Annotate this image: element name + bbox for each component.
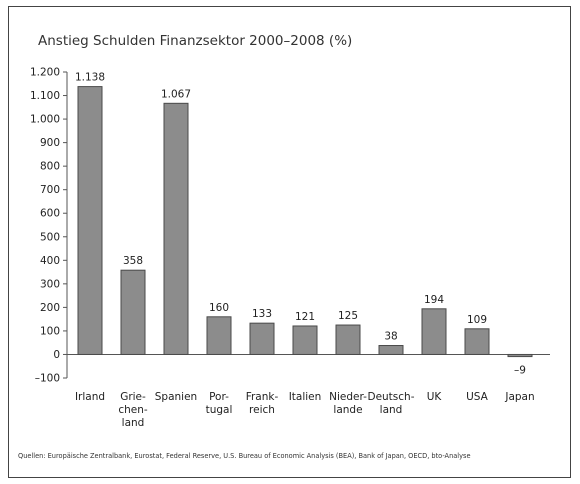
- bar: [77, 86, 103, 355]
- category-label: Italien: [289, 391, 322, 403]
- data-label: 109: [467, 314, 487, 326]
- category-label-line: Grie-: [120, 391, 146, 403]
- data-label: 160: [209, 302, 229, 314]
- y-tick-label: 1.000: [30, 114, 60, 126]
- bar: [507, 353, 533, 358]
- data-label: 125: [338, 310, 358, 322]
- category-label-line: Japan: [504, 391, 534, 403]
- y-tick-label: 800: [40, 161, 60, 173]
- category-label: Japan: [504, 391, 534, 403]
- category-label: Spanien: [155, 391, 197, 403]
- category-label: Deutsch-land: [367, 391, 414, 416]
- data-label: 1.067: [161, 88, 191, 100]
- y-tick-label: 500: [40, 231, 60, 243]
- bar: [206, 316, 232, 355]
- y-tick-label: 700: [40, 184, 60, 196]
- y-tick-label: –100: [35, 373, 60, 385]
- category-label-line: USA: [466, 391, 489, 403]
- data-label: 38: [384, 331, 397, 343]
- data-label: 358: [123, 255, 143, 267]
- category-label: UK: [427, 391, 443, 403]
- y-tick-label: 900: [40, 137, 60, 149]
- y-tick-label: 100: [40, 325, 60, 337]
- bar: [120, 269, 146, 355]
- data-label: 133: [252, 308, 272, 320]
- y-tick-label: 300: [40, 278, 60, 290]
- category-label: USA: [466, 391, 489, 403]
- category-label-line: Italien: [289, 391, 322, 403]
- category-label-line: Deutsch-: [367, 391, 414, 403]
- category-label-line: reich: [249, 404, 275, 416]
- y-tick-label: 1.100: [30, 90, 60, 102]
- category-label-line: UK: [427, 391, 443, 403]
- y-tick-label: 600: [40, 208, 60, 220]
- bar: [292, 325, 318, 355]
- data-label: 194: [424, 294, 444, 306]
- category-label-line: land: [380, 404, 403, 416]
- data-label: 1.138: [75, 72, 105, 84]
- bar: [335, 324, 361, 355]
- category-label-line: tugal: [206, 404, 233, 416]
- category-label-line: land: [122, 417, 145, 429]
- category-label: Grie-chen-land: [118, 391, 148, 429]
- category-label: Por-tugal: [206, 391, 233, 416]
- category-label: Nieder-lande: [329, 391, 367, 416]
- y-tick-label: 0: [53, 349, 60, 361]
- bar: [249, 322, 275, 355]
- bar: [421, 308, 447, 355]
- y-tick-label: 200: [40, 302, 60, 314]
- chart-title: Anstieg Schulden Finanzsektor 2000–2008 …: [38, 33, 353, 49]
- category-label-line: lande: [333, 404, 362, 416]
- bar: [464, 328, 490, 355]
- category-label-line: Frank-: [246, 391, 279, 403]
- category-label-line: Spanien: [155, 391, 197, 403]
- category-label: Irland: [75, 391, 105, 403]
- y-tick-label: 400: [40, 255, 60, 267]
- data-label: 121: [295, 311, 315, 323]
- category-label: Frank-reich: [246, 391, 279, 416]
- bar: [163, 102, 189, 355]
- category-label-line: chen-: [118, 404, 148, 416]
- category-label-line: Irland: [75, 391, 105, 403]
- bar: [378, 345, 404, 355]
- category-label-line: Por-: [209, 391, 229, 403]
- y-tick-label: 1.200: [30, 67, 60, 79]
- category-label-line: Nieder-: [329, 391, 367, 403]
- data-label: –9: [514, 364, 526, 376]
- source-note: Quellen: Europäische Zentralbank, Eurost…: [18, 452, 471, 460]
